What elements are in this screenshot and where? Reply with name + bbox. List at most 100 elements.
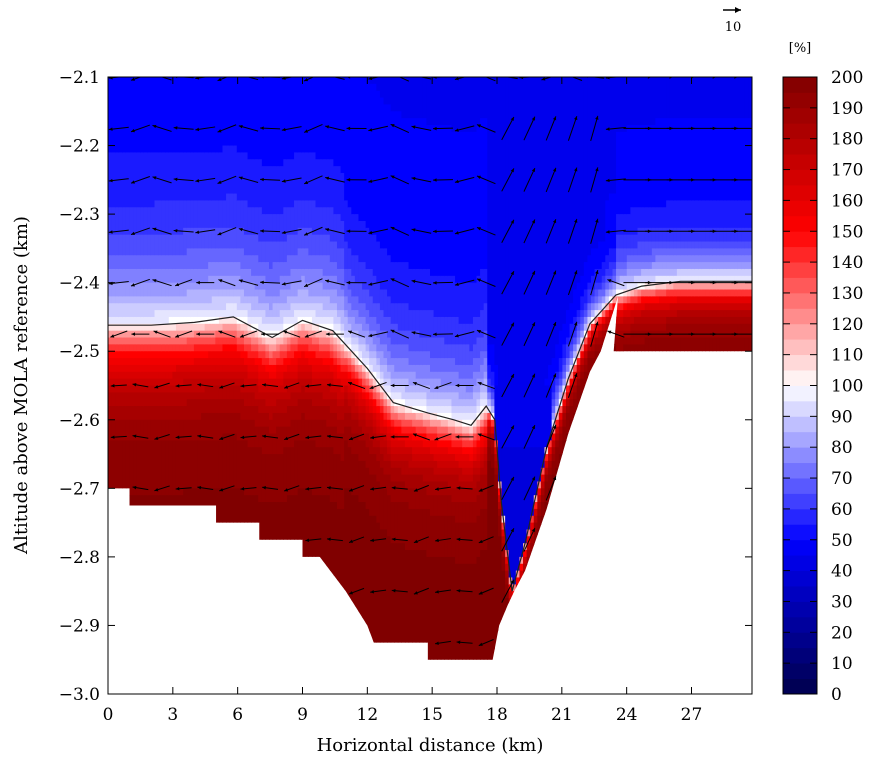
wind-vector-head <box>369 385 374 389</box>
field-cell <box>229 275 234 291</box>
field-cell <box>419 337 424 352</box>
field-cell <box>118 282 123 297</box>
field-cell <box>694 310 699 318</box>
field-cell <box>616 303 621 311</box>
field-cell <box>726 248 732 256</box>
field-cell <box>480 364 485 380</box>
field-cell <box>533 447 538 496</box>
field-cell <box>383 433 388 441</box>
field-cell <box>480 433 485 441</box>
field-cell <box>573 337 578 345</box>
wind-vector-head <box>574 270 578 275</box>
wind-vector-head <box>304 283 309 287</box>
field-cell <box>204 303 209 311</box>
field-cell <box>458 323 463 345</box>
field-cell <box>687 241 692 249</box>
field-cell <box>229 358 234 366</box>
field-cell <box>712 227 717 243</box>
field-cell <box>240 371 245 380</box>
field-cell <box>233 337 238 345</box>
field-cell <box>698 77 703 119</box>
field-cell <box>408 406 413 414</box>
field-cell <box>175 268 181 284</box>
field-cell <box>222 399 227 414</box>
field-cell <box>351 454 356 496</box>
field-cell <box>336 433 342 455</box>
field-cell <box>272 371 277 380</box>
field-cell <box>290 323 295 332</box>
field-cell <box>233 371 238 380</box>
field-cell <box>587 303 592 311</box>
field-cell <box>744 316 750 325</box>
field-cell <box>698 248 703 256</box>
field-cell <box>666 118 671 201</box>
field-cell <box>633 255 639 263</box>
field-cell <box>201 364 206 373</box>
field-cell <box>748 241 752 249</box>
field-cell <box>666 275 671 284</box>
field-cell <box>297 77 302 154</box>
field-cell <box>201 200 206 229</box>
field-cell <box>555 378 560 387</box>
field-cell <box>304 344 309 352</box>
field-cell <box>290 351 295 359</box>
field-cell <box>619 323 624 332</box>
field-cell <box>437 454 442 462</box>
field-cell <box>472 488 478 503</box>
field-cell <box>591 323 596 332</box>
field-cell <box>515 447 521 572</box>
field-cell <box>383 474 388 489</box>
field-cell <box>633 262 639 270</box>
field-cell <box>562 406 567 414</box>
field-cell <box>240 392 245 400</box>
field-cell <box>644 310 649 318</box>
field-cell <box>616 282 621 291</box>
field-cell <box>201 268 206 284</box>
field-cell <box>662 268 667 277</box>
wind-vector-head <box>304 77 309 82</box>
field-cell <box>630 303 635 311</box>
field-cell <box>379 97 385 249</box>
x-tick-label: 18 <box>486 705 508 725</box>
field-cell <box>673 275 678 284</box>
field-cell <box>179 200 184 236</box>
field-cell <box>322 406 327 421</box>
field-cell <box>383 447 388 462</box>
field-cell <box>183 227 188 256</box>
field-cell <box>294 282 299 297</box>
field-cell <box>573 399 578 414</box>
wind-vector <box>590 270 599 296</box>
field-cell <box>190 419 195 441</box>
field-cell <box>673 200 678 229</box>
wind-vector-head <box>346 280 351 285</box>
field-cell <box>301 152 306 201</box>
field-cell <box>272 323 277 332</box>
field-cell <box>437 556 442 660</box>
field-cell <box>705 310 710 318</box>
field-cell <box>658 268 664 277</box>
field-cell <box>311 77 317 154</box>
field-cell <box>175 371 181 387</box>
field-cell <box>294 358 299 366</box>
field-cell <box>365 268 370 291</box>
field-cell <box>351 337 356 345</box>
field-cell <box>426 378 431 387</box>
field-cell <box>390 467 395 483</box>
field-cell <box>447 447 453 455</box>
field-cell <box>175 296 181 304</box>
field-cell <box>483 371 488 380</box>
field-cell <box>519 77 524 448</box>
field-cell <box>179 255 184 270</box>
field-cell <box>490 406 495 414</box>
field-cell <box>372 371 377 380</box>
field-cell <box>125 303 131 318</box>
field-cell <box>748 255 752 263</box>
field-cell <box>354 337 360 345</box>
field-cell <box>165 385 170 393</box>
field-cell <box>222 385 227 400</box>
field-cell <box>505 77 510 448</box>
field-cell <box>115 282 120 297</box>
field-cell <box>422 268 428 311</box>
wind-vector-head <box>413 591 418 595</box>
field-cell <box>372 474 377 517</box>
